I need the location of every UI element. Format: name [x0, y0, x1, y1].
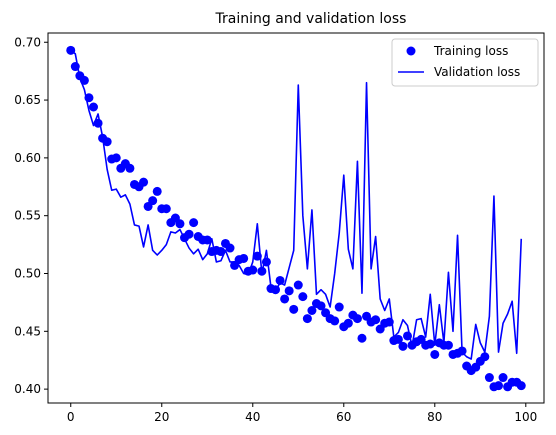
- training-loss-point: [252, 251, 262, 261]
- axis-ticks: 0 20 40 60 80 100 0.40 0.45 0.50 0.55 0.60 0.65 0.70: [14, 35, 537, 424]
- training-loss-point: [330, 316, 340, 326]
- training-loss-point: [161, 204, 171, 214]
- training-loss-point: [93, 118, 103, 128]
- y-tick-label: 0.40: [14, 382, 41, 396]
- chart-title: Training and validation loss: [215, 11, 407, 27]
- training-loss-point: [66, 45, 76, 55]
- training-loss-point: [239, 253, 249, 263]
- training-loss-point: [393, 334, 403, 344]
- training-loss-point: [280, 294, 290, 304]
- training-loss-point: [430, 349, 440, 359]
- training-loss-point: [498, 373, 508, 383]
- training-loss-point: [257, 266, 267, 276]
- training-loss-point: [148, 196, 158, 206]
- legend-training-marker: [406, 46, 416, 56]
- y-tick-label: 0.55: [14, 209, 41, 223]
- training-loss-point: [216, 247, 226, 257]
- training-loss-point: [248, 265, 258, 275]
- x-tick-label: 20: [154, 410, 169, 424]
- legend: Training loss Validation loss: [391, 38, 539, 87]
- plot-area-frame: [47, 32, 545, 404]
- validation-loss-line: [70, 49, 523, 360]
- training-loss-point: [398, 341, 408, 351]
- x-tick-label: 80: [427, 410, 442, 424]
- training-loss-point: [302, 314, 312, 324]
- training-loss-point: [384, 317, 394, 327]
- training-loss-point: [271, 285, 281, 295]
- training-loss-point: [293, 280, 303, 290]
- training-loss-point: [225, 243, 235, 253]
- training-loss-point: [443, 340, 453, 350]
- training-loss-point: [298, 292, 308, 302]
- training-loss-point: [516, 381, 526, 391]
- training-loss-point: [457, 346, 467, 356]
- training-loss-point: [102, 137, 112, 147]
- training-loss-point: [357, 333, 367, 343]
- training-loss-point: [425, 339, 435, 349]
- training-loss-series: [66, 45, 526, 392]
- training-loss-point: [480, 352, 490, 362]
- training-loss-point: [189, 218, 199, 228]
- training-loss-point: [307, 306, 317, 315]
- training-loss-point: [184, 229, 194, 239]
- training-loss-point: [89, 102, 98, 112]
- x-tick-label: 100: [514, 410, 537, 424]
- training-loss-point: [402, 331, 412, 341]
- training-loss-point: [152, 186, 162, 196]
- training-loss-point: [261, 257, 271, 267]
- training-loss-point: [175, 219, 185, 229]
- y-tick-label: 0.65: [14, 93, 41, 107]
- y-tick-label: 0.45: [14, 324, 41, 338]
- legend-training-label: Training loss: [433, 44, 508, 58]
- training-loss-point: [139, 177, 149, 187]
- training-loss-point: [84, 93, 94, 103]
- training-loss-point: [70, 62, 80, 72]
- legend-validation-label: Validation loss: [434, 65, 520, 79]
- training-loss-point: [484, 373, 494, 383]
- training-loss-point: [316, 301, 326, 311]
- y-tick-label: 0.50: [14, 267, 41, 281]
- x-tick-label: 0: [67, 410, 75, 424]
- y-tick-label: 0.70: [14, 35, 41, 49]
- training-loss-point: [202, 235, 212, 245]
- training-loss-point: [289, 304, 299, 314]
- training-loss-point: [125, 163, 135, 173]
- training-loss-point: [111, 153, 121, 163]
- training-loss-point: [334, 302, 344, 312]
- legend-box: [391, 38, 539, 87]
- training-loss-point: [275, 275, 285, 285]
- training-loss-point: [284, 286, 294, 296]
- x-tick-label: 40: [245, 410, 260, 424]
- training-loss-point: [343, 318, 353, 328]
- training-loss-point: [352, 314, 362, 324]
- x-tick-label: 60: [336, 410, 351, 424]
- training-loss-point: [494, 381, 503, 391]
- validation-loss-series: [70, 49, 523, 360]
- training-loss-point: [79, 75, 89, 85]
- y-tick-label: 0.60: [14, 151, 41, 165]
- training-loss-point: [371, 315, 381, 325]
